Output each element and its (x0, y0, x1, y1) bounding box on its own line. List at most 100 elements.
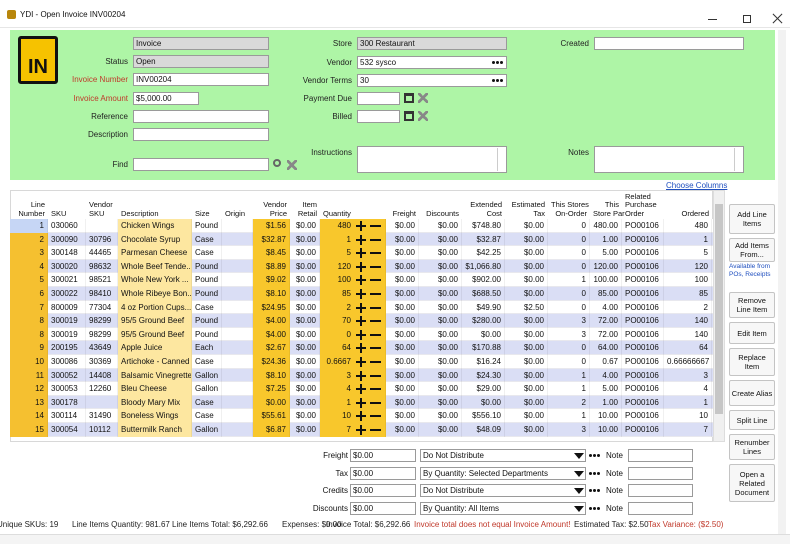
method-dropdown[interactable]: By Quantity: Selected Departments (420, 466, 586, 480)
dropdown-arrow (574, 453, 584, 459)
plus-icon[interactable] (360, 248, 362, 259)
input-box[interactable] (133, 110, 269, 123)
table-cell: 1 (320, 395, 386, 410)
plus-icon[interactable] (360, 329, 362, 340)
column-header-text: Number (18, 208, 45, 218)
minus-icon[interactable] (370, 265, 381, 268)
charge-amount[interactable]: $0.00 (350, 466, 416, 480)
plus-icon[interactable] (360, 234, 362, 245)
plus-icon[interactable] (360, 316, 362, 327)
minus-icon[interactable] (370, 415, 381, 418)
side-button[interactable]: Add Items From... (729, 238, 775, 262)
minus-icon[interactable] (370, 347, 381, 350)
plus-icon[interactable] (360, 302, 362, 313)
table-cell: 10.00 (590, 423, 622, 437)
calendar-icon[interactable] (404, 111, 414, 121)
side-button[interactable]: Remove Line Item (729, 292, 775, 318)
minus-icon[interactable] (370, 333, 381, 336)
note-box[interactable] (628, 501, 693, 515)
plus-icon[interactable] (360, 411, 362, 422)
plus-icon[interactable] (360, 275, 362, 286)
table-cell (222, 287, 253, 301)
table-cell: Whole New York ... (118, 273, 192, 287)
input-box[interactable]: INV00204 (133, 73, 269, 86)
minus-icon[interactable] (370, 279, 381, 282)
minus-icon[interactable] (370, 238, 381, 241)
plus-icon[interactable] (360, 343, 362, 354)
note-box[interactable] (628, 466, 693, 480)
search-icon[interactable] (273, 159, 281, 167)
side-button[interactable]: Replace Item (729, 348, 775, 376)
clear-icon[interactable] (418, 111, 428, 121)
table-cell: $0.00 (386, 355, 419, 369)
doc-icon (18, 36, 58, 84)
plus-icon[interactable] (360, 397, 362, 408)
minus-icon[interactable] (370, 401, 381, 404)
side-button[interactable]: Add Line Items (729, 204, 775, 234)
dot (597, 506, 600, 510)
dot (589, 489, 592, 492)
method-dropdown[interactable]: By Quantity: All Items (420, 501, 586, 515)
minus-icon[interactable] (370, 429, 381, 431)
table-cell: 12260 (86, 382, 118, 396)
minus-icon[interactable] (370, 252, 381, 255)
plus-icon[interactable] (360, 357, 362, 367)
note-box[interactable] (628, 449, 693, 462)
input-box[interactable]: Open (133, 55, 269, 68)
page-scrollbar[interactable] (778, 30, 786, 535)
minus-icon[interactable] (370, 306, 381, 309)
side-button[interactable]: Edit Item (729, 322, 775, 344)
table-cell: 72.00 (590, 327, 622, 342)
method-dropdown[interactable]: Do Not Distribute (420, 484, 586, 497)
maximize-button[interactable] (743, 15, 751, 23)
plus-icon[interactable] (360, 384, 362, 395)
table-cell: 4.00 (590, 300, 622, 315)
plus-icon[interactable] (360, 261, 362, 272)
plus-icon[interactable] (360, 221, 362, 231)
input-box[interactable]: Invoice (133, 37, 269, 50)
note-box[interactable] (628, 484, 693, 497)
clear-icon[interactable] (418, 93, 428, 103)
minus-icon[interactable] (370, 374, 381, 377)
input-box[interactable]: $5,000.00 (133, 92, 199, 105)
minus-icon[interactable] (370, 320, 381, 323)
table-cell: PO00106 (622, 423, 664, 437)
charge-amount[interactable]: $0.00 (350, 484, 416, 497)
table-cell: Bleu Cheese (118, 382, 192, 396)
link[interactable]: Choose Columns (666, 181, 728, 190)
side-button[interactable]: Create Alias (729, 380, 775, 406)
input-box[interactable]: 300 Restaurant (357, 37, 507, 50)
input-box[interactable] (594, 37, 744, 50)
method-dropdown[interactable]: Do Not Distribute (420, 449, 586, 462)
minus-icon[interactable] (370, 361, 381, 363)
input-box[interactable] (357, 92, 400, 105)
calendar-icon[interactable] (404, 93, 414, 103)
input-box[interactable]: 30 (357, 74, 507, 87)
side-button[interactable]: Split Line (729, 410, 775, 430)
input-box[interactable] (594, 146, 744, 173)
note-label: Note (606, 451, 623, 460)
table-cell: 300022 (48, 287, 86, 301)
input-box[interactable] (357, 146, 507, 173)
scroll-thumb[interactable] (715, 204, 723, 414)
plus-icon[interactable] (360, 370, 362, 381)
input-box[interactable] (357, 110, 400, 123)
minus-icon[interactable] (370, 225, 381, 227)
input-box[interactable] (133, 128, 269, 141)
minimize-button[interactable] (708, 19, 717, 20)
plus-icon[interactable] (360, 289, 362, 299)
input-box[interactable]: 532 sysco (357, 56, 507, 69)
minus-icon[interactable] (370, 388, 381, 391)
clear-icon[interactable] (287, 160, 297, 170)
input-box[interactable] (133, 158, 269, 171)
side-button[interactable]: Open a Related Document (729, 464, 775, 502)
minus-icon[interactable] (370, 293, 381, 295)
close-button[interactable] (772, 13, 784, 25)
table-cell: $0.00 (386, 409, 419, 423)
charge-amount[interactable]: $0.00 (350, 501, 416, 515)
table-cell: PO00106 (622, 341, 664, 355)
charge-amount[interactable]: $0.00 (350, 449, 416, 462)
side-button[interactable]: Renumber Lines (729, 434, 775, 460)
plus-icon[interactable] (360, 425, 362, 435)
table-cell: $55.61 (253, 409, 290, 423)
